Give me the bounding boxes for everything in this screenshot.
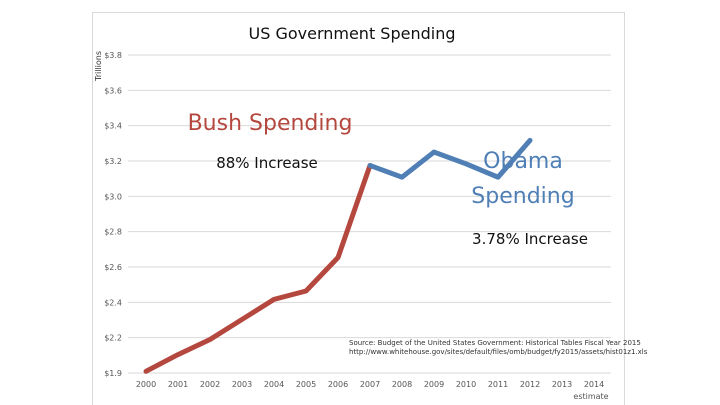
bush-spending-label: Bush Spending xyxy=(188,111,353,136)
series-lines xyxy=(143,137,533,374)
bush-increase-label: 88% Increase xyxy=(216,154,318,172)
y-tick-label: $2.2 xyxy=(104,334,122,343)
x-tick-label: 2003 xyxy=(232,380,252,389)
y-axis-label: Trillions xyxy=(94,51,103,82)
x-tick-label: 2006 xyxy=(328,380,348,389)
x-tick-label: 2011 xyxy=(488,380,508,389)
x-tick-label: 2010 xyxy=(456,380,476,389)
chart-frame xyxy=(92,12,625,405)
x-tick-label: 2013 xyxy=(552,380,572,389)
y-tick-labels: $1.9 $2.2 $2.4 $2.6 $2.8 $3.0 $3.2 $3.4 $3.6 $3.8 xyxy=(104,51,122,378)
x-tick-label: 2004 xyxy=(264,380,284,389)
x-tick-label: 2007 xyxy=(360,380,380,389)
x-tick-labels: 2000 2001 2002 2003 2004 2005 2006 2007 2008 2009… xyxy=(136,380,604,389)
y-tick-label: $2.6 xyxy=(104,263,122,272)
y-tick-label: $3.8 xyxy=(104,51,122,60)
y-tick-label: $1.9 xyxy=(104,369,122,378)
y-tick-label: $3.2 xyxy=(104,157,122,166)
obama-increase-label: 3.78% Increase xyxy=(472,230,588,248)
y-tick-label: $2.4 xyxy=(104,298,122,307)
x-tick-label: 2009 xyxy=(424,380,444,389)
source-line-2: http://www.whitehouse.gov/sites/default/… xyxy=(349,348,648,356)
obama-spending-label-line1: Obama xyxy=(483,149,563,174)
x-tick-label: 2000 xyxy=(136,380,156,389)
y-tick-label: $3.6 xyxy=(104,86,122,95)
x-tick-label: 2014 xyxy=(584,380,604,389)
y-tick-label: $2.8 xyxy=(104,228,122,237)
gridlines xyxy=(128,54,611,374)
x-tick-label: 2008 xyxy=(392,380,412,389)
obama-spending-label-line2: Spending xyxy=(471,184,574,209)
chart-title: US Government Spending xyxy=(248,24,455,43)
x-tick-label: 2001 xyxy=(168,380,188,389)
bush-spending-line xyxy=(143,162,373,374)
obama-spending-line xyxy=(367,137,533,180)
source-line-1: Source: Budget of the United States Gove… xyxy=(349,339,641,347)
y-tick-label: $3.4 xyxy=(104,122,122,131)
x-tick-label: 2012 xyxy=(520,380,540,389)
y-tick-label: $3.0 xyxy=(104,192,122,201)
x-tick-label: 2002 xyxy=(200,380,220,389)
x-estimate-label: estimate xyxy=(573,392,608,401)
x-tick-label: 2005 xyxy=(296,380,316,389)
